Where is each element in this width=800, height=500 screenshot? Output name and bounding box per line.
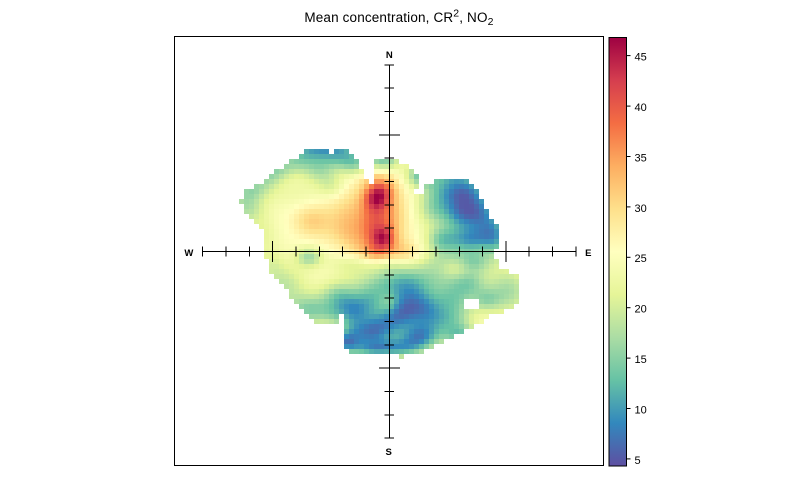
svg-text:40: 40 xyxy=(635,102,647,114)
svg-text:10: 10 xyxy=(635,404,647,416)
svg-text:25: 25 xyxy=(635,253,647,265)
svg-text:S: S xyxy=(386,447,392,458)
svg-text:30: 30 xyxy=(635,203,647,215)
svg-text:20: 20 xyxy=(635,304,647,316)
svg-text:W: W xyxy=(184,248,193,259)
svg-text:Mean concentration, CR2, NO2: Mean concentration, CR2, NO2 xyxy=(304,8,493,29)
svg-text:N: N xyxy=(386,50,393,61)
svg-text:15: 15 xyxy=(635,354,647,366)
svg-text:E: E xyxy=(585,248,591,259)
svg-text:5: 5 xyxy=(635,455,641,467)
svg-text:35: 35 xyxy=(635,152,647,164)
svg-text:45: 45 xyxy=(635,52,647,64)
